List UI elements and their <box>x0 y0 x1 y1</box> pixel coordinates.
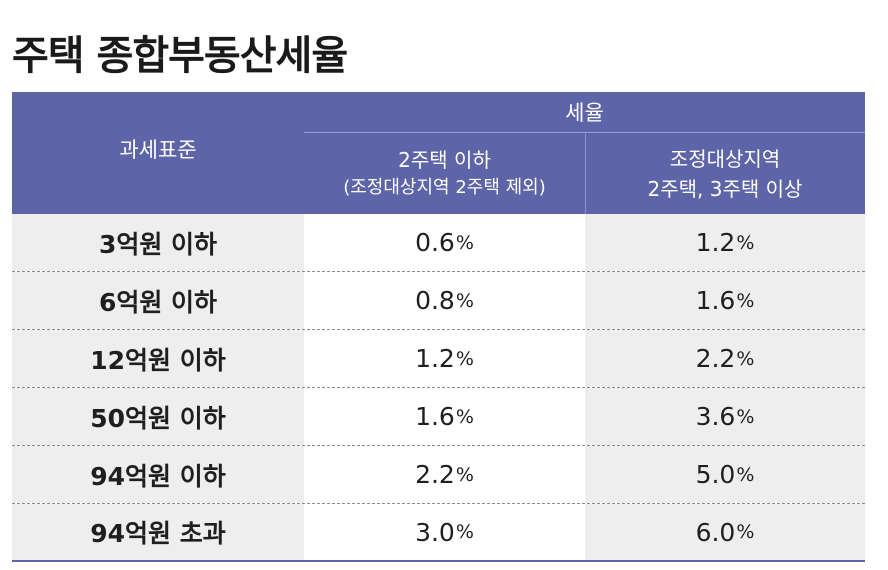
header-col-two-homes-line1: 2주택 이하 <box>398 147 491 172</box>
table-row: 94억원 이하 2.2% 5.0% <box>12 446 865 504</box>
rate-value: 1.6 <box>415 402 455 431</box>
rate-value: 3.6 <box>695 402 736 431</box>
row-criteria-text: 94억원 초과 <box>90 519 226 548</box>
percent-unit: % <box>736 521 755 543</box>
row-criteria: 94억원 이하 <box>12 446 304 503</box>
rate-value: 2.2 <box>415 460 455 489</box>
table-row: 94억원 초과 3.0% 6.0% <box>12 504 865 562</box>
rate-value: 6.0 <box>695 517 736 547</box>
rate-value: 2.2 <box>695 344 736 373</box>
percent-unit: % <box>736 463 755 486</box>
percent-unit: % <box>455 347 474 370</box>
row-rate-adjusted-area: 5.0% <box>585 446 865 503</box>
row-rate-two-homes: 0.8% <box>304 272 585 329</box>
rate-value: 3.0 <box>415 517 455 547</box>
row-rate-adjusted-area: 6.0% <box>585 504 865 560</box>
rate-value: 1.2 <box>695 228 736 257</box>
rate-value: 1.2 <box>415 344 455 373</box>
row-criteria: 6억원 이하 <box>12 272 304 329</box>
table-row: 50억원 이하 1.6% 3.6% <box>12 388 865 446</box>
row-rate-two-homes: 1.2% <box>304 330 585 387</box>
row-rate-two-homes: 3.0% <box>304 504 585 560</box>
table-row: 12억원 이하 1.2% 2.2% <box>12 330 865 388</box>
percent-unit: % <box>455 405 474 428</box>
rate-value: 0.8 <box>415 286 455 315</box>
row-criteria-text: 12억원 이하 <box>90 345 226 375</box>
percent-unit: % <box>455 289 474 312</box>
percent-unit: % <box>455 231 474 254</box>
row-criteria: 12억원 이하 <box>12 330 304 387</box>
percent-unit: % <box>736 405 755 428</box>
row-criteria-text: 3억원 이하 <box>98 229 218 259</box>
percent-unit: % <box>455 521 474 543</box>
table-row: 3억원 이하 0.6% 1.2% <box>12 214 865 272</box>
percent-unit: % <box>455 463 474 486</box>
percent-unit: % <box>736 347 755 370</box>
rate-value: 1.6 <box>695 286 736 315</box>
header-rate: 세율 <box>565 101 604 125</box>
table-header: 과세표준 세율 2주택 이하 (조정대상지역 2주택 제외) 조정대상지역 2주… <box>12 92 865 214</box>
row-criteria: 50억원 이하 <box>12 388 304 445</box>
header-col-two-homes: 2주택 이하 (조정대상지역 2주택 제외) <box>304 133 585 214</box>
page-title: 주택 종합부동산세율 <box>12 33 348 79</box>
row-rate-adjusted-area: 1.6% <box>585 272 865 329</box>
row-criteria-text: 50억원 이하 <box>90 403 226 433</box>
row-rate-adjusted-area: 3.6% <box>585 388 865 445</box>
table-body: 3억원 이하 0.6% 1.2% 6억원 이하 0.8% 1.6% 12억원 이하 1.2% 2… <box>12 214 865 562</box>
header-divider <box>585 133 586 214</box>
header-col-adjusted-area-line1: 조정대상지역 <box>669 146 781 171</box>
tax-rate-table: 과세표준 세율 2주택 이하 (조정대상지역 2주택 제외) 조정대상지역 2주… <box>12 92 865 562</box>
header-col-two-homes-line2: (조정대상지역 2주택 제외) <box>343 176 546 198</box>
table-row: 6억원 이하 0.8% 1.6% <box>12 272 865 330</box>
header-col-adjusted-area: 조정대상지역 2주택, 3주택 이상 <box>585 133 865 214</box>
row-rate-two-homes: 1.6% <box>304 388 585 445</box>
header-rule <box>304 132 865 133</box>
rate-value: 5.0 <box>695 460 736 489</box>
header-criteria: 과세표준 <box>119 138 197 162</box>
row-criteria-text: 94억원 이하 <box>90 461 226 491</box>
rate-value: 0.6 <box>415 228 455 257</box>
row-rate-two-homes: 2.2% <box>304 446 585 503</box>
row-rate-adjusted-area: 1.2% <box>585 214 865 271</box>
row-criteria: 3억원 이하 <box>12 214 304 271</box>
row-rate-adjusted-area: 2.2% <box>585 330 865 387</box>
row-criteria-text: 6억원 이하 <box>98 287 218 317</box>
percent-unit: % <box>736 231 755 254</box>
header-col-adjusted-area-line2: 2주택, 3주택 이상 <box>647 176 803 201</box>
row-criteria: 94억원 초과 <box>12 504 304 560</box>
percent-unit: % <box>736 289 755 312</box>
row-rate-two-homes: 0.6% <box>304 214 585 271</box>
